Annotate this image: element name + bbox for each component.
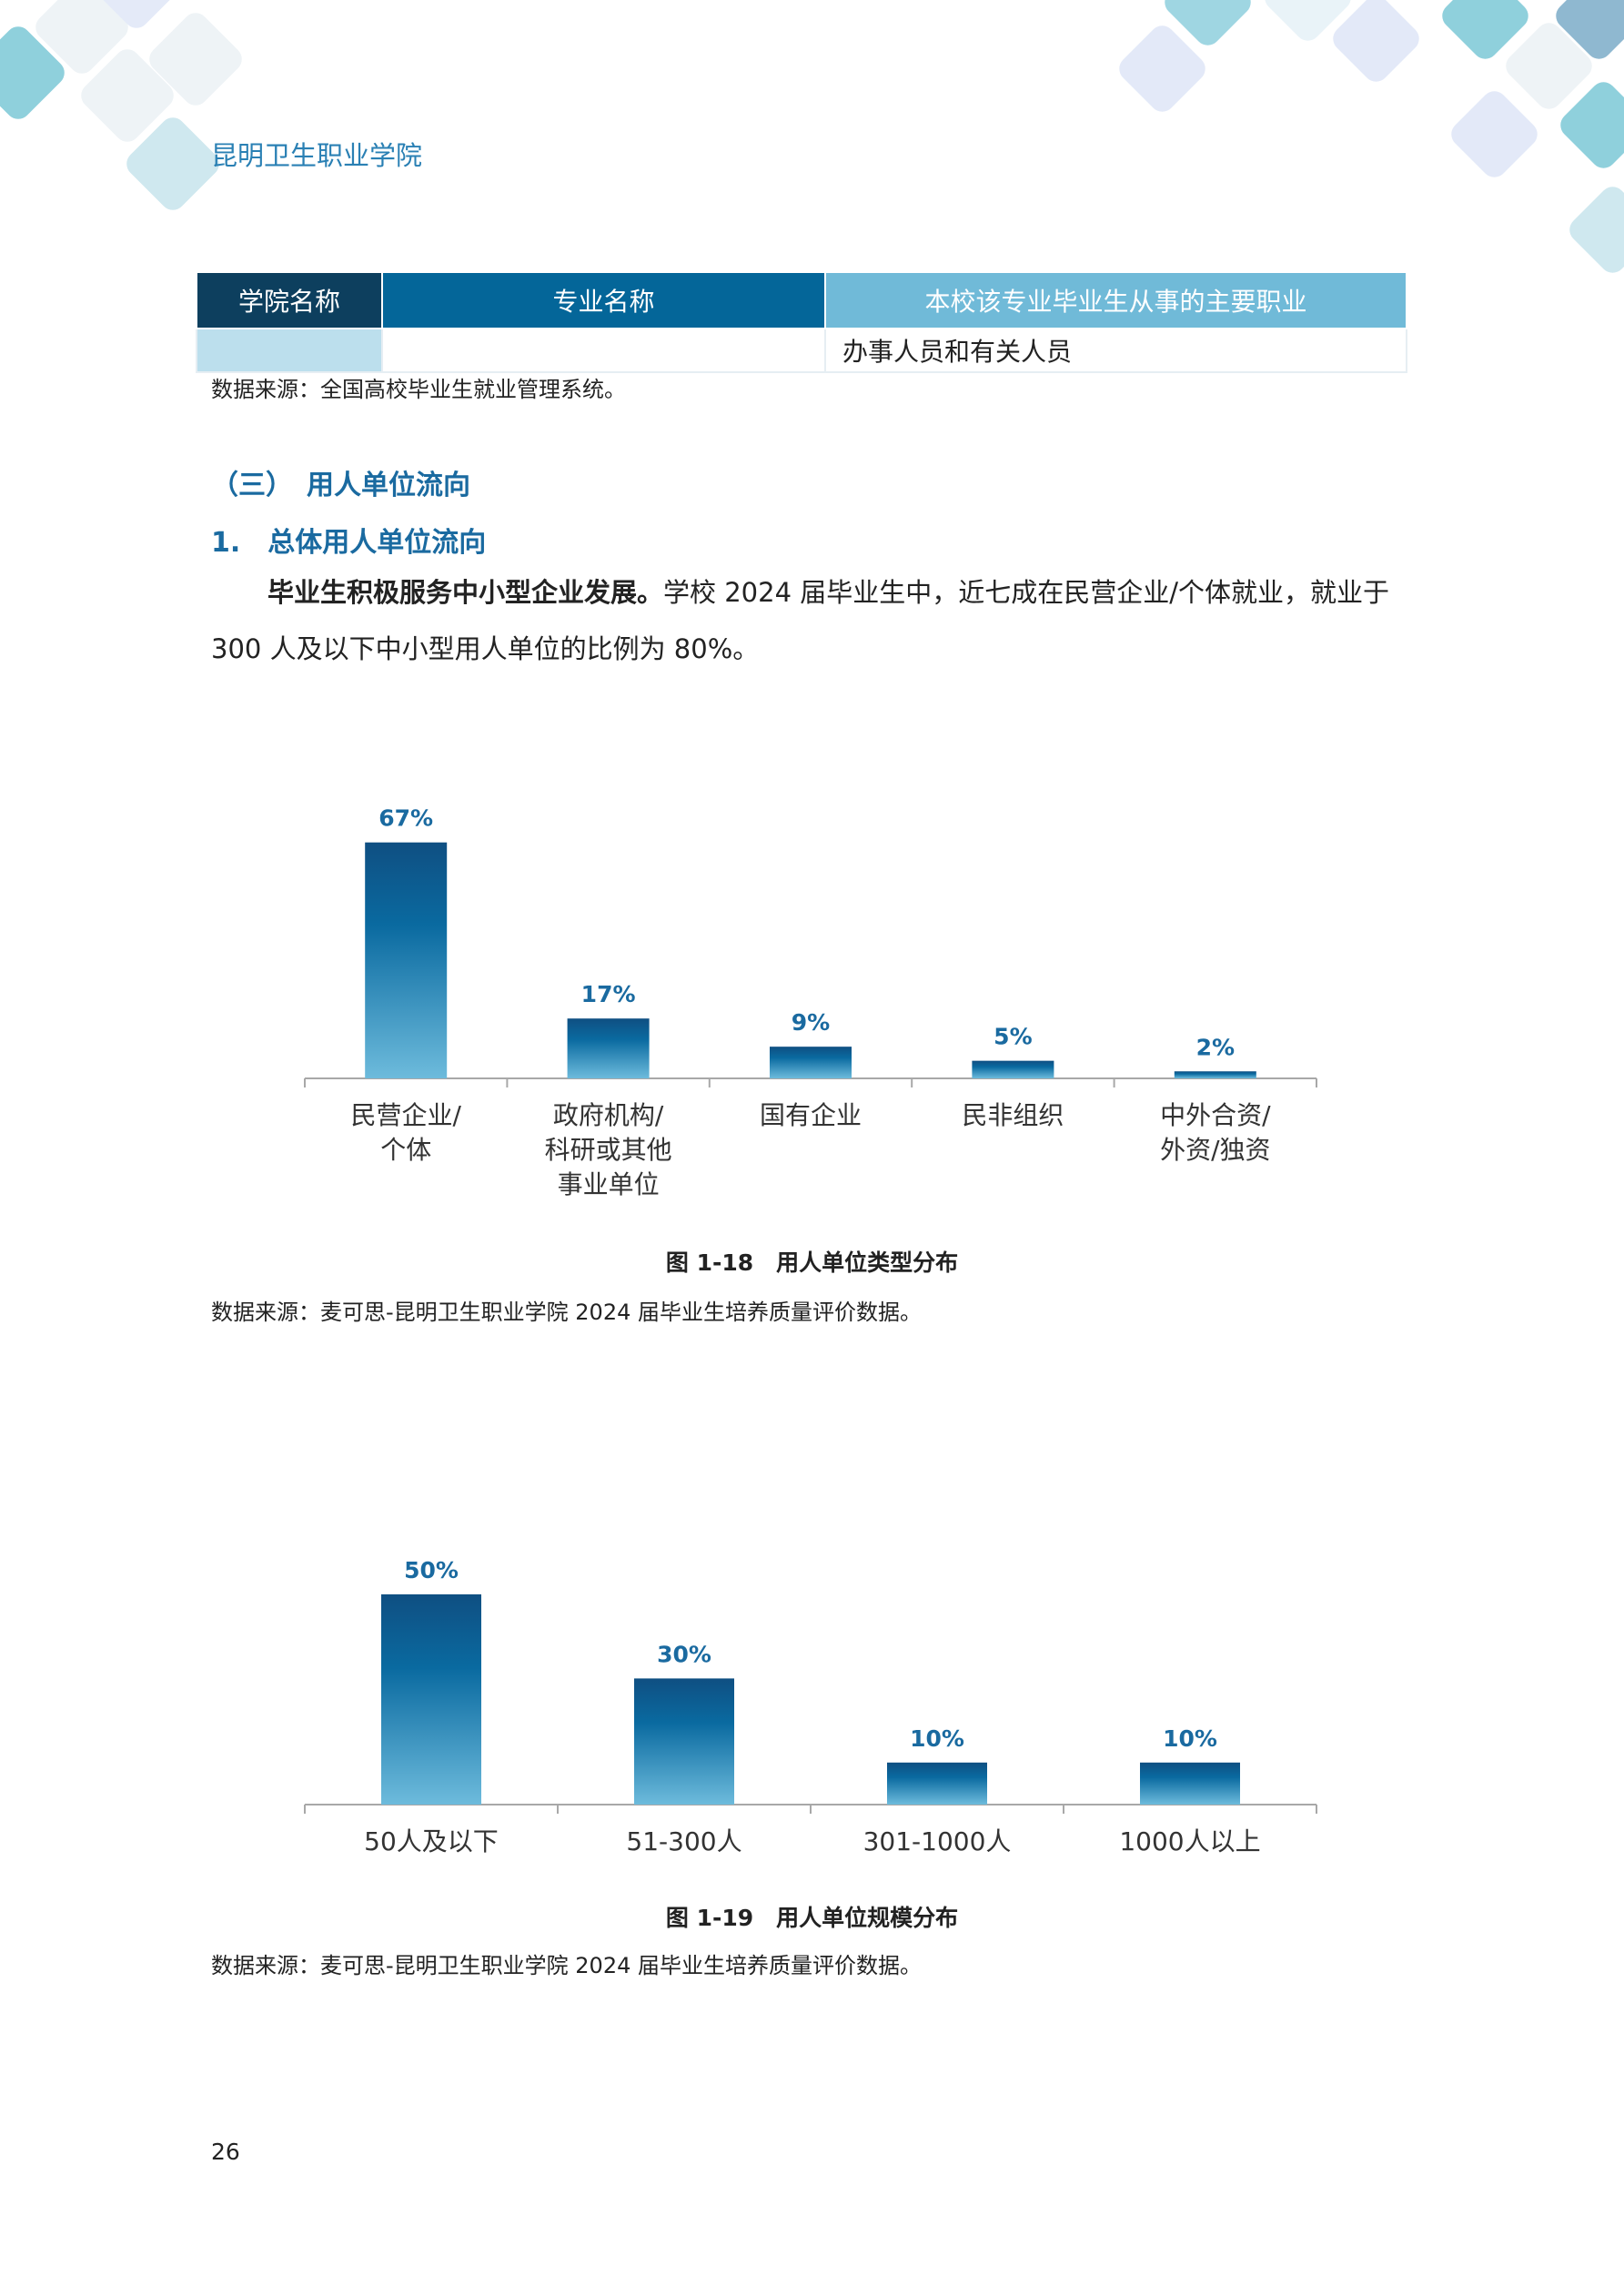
occupation-table: 学院名称 专业名称 本校该专业毕业生从事的主要职业 办事人员和有关人员 (196, 271, 1407, 373)
bar (887, 1762, 987, 1805)
bar (381, 1594, 481, 1805)
bar (567, 1018, 650, 1078)
data-label: 5% (994, 1024, 1032, 1050)
data-label: 30% (657, 1641, 711, 1667)
section-heading: （三） 用人单位流向 (211, 470, 470, 501)
category-label: 个体 (380, 1135, 431, 1165)
category-label: 外资/独资 (1160, 1135, 1270, 1165)
body-paragraph: 毕业生积极服务中小型企业发展。学校 2024 届毕业生中，近七成在民营企业/个体… (211, 564, 1412, 677)
data-label: 17% (581, 981, 636, 1007)
school-name-header: 昆明卫生职业学院 (211, 140, 423, 171)
chart-1-caption: 图 1-18 用人单位类型分布 (665, 1249, 959, 1276)
table-header-row: 学院名称 专业名称 本校该专业毕业生从事的主要职业 (196, 271, 1407, 329)
category-label: 中外合资/ (1160, 1100, 1271, 1130)
category-label: 国有企业 (760, 1100, 862, 1130)
category-label: 政府机构/ (553, 1100, 664, 1130)
table-cell-college (196, 328, 383, 373)
chart-1-source: 数据来源：麦可思-昆明卫生职业学院 2024 届毕业生培养质量评价数据。 (211, 1300, 922, 1325)
category-label: 民营企业/ (350, 1100, 461, 1130)
data-label: 67% (378, 805, 433, 832)
category-label: 民非组织 (962, 1100, 1064, 1130)
subsection-heading: 1. 总体用人单位流向 (211, 527, 487, 559)
paragraph-lead: 毕业生积极服务中小型企业发展。 (267, 577, 664, 608)
table-cell-major (381, 328, 826, 373)
bar (365, 842, 448, 1078)
column-header-college: 学院名称 (196, 271, 383, 329)
column-header-occupation: 本校该专业毕业生从事的主要职业 (824, 271, 1407, 329)
data-label: 10% (1163, 1725, 1217, 1752)
chart-2-caption: 图 1-19 用人单位规模分布 (665, 1905, 959, 1931)
data-label: 9% (792, 1009, 830, 1036)
data-label: 50% (404, 1557, 459, 1583)
data-label: 10% (910, 1725, 964, 1752)
bar (634, 1678, 734, 1805)
paragraph-text: 学校 2024 届毕业生中，近七成在民营企业/个体就业，就业于 300 人及以下… (211, 577, 1390, 664)
table-cell-occupation: 办事人员和有关人员 (824, 328, 1407, 373)
category-label: 50人及以下 (364, 1826, 499, 1856)
bar (972, 1060, 1054, 1078)
column-header-major: 专业名称 (381, 271, 826, 329)
bar (1174, 1071, 1256, 1078)
bar (770, 1047, 852, 1078)
data-label: 2% (1196, 1034, 1235, 1060)
bar (1140, 1762, 1240, 1805)
employer-size-chart: 50% 50人及以下 30% 51-300人 10% 301-1000人 10% 1000人以… (304, 1557, 1317, 1856)
chart-2-source: 数据来源：麦可思-昆明卫生职业学院 2024 届毕业生培养质量评价数据。 (211, 1953, 922, 1978)
table-row: 办事人员和有关人员 (196, 328, 1407, 373)
category-label: 1000人以上 (1119, 1826, 1260, 1856)
category-label: 51-300人 (626, 1826, 741, 1856)
table-source-note: 数据来源：全国高校毕业生就业管理系统。 (211, 377, 626, 402)
page-number: 26 (211, 2139, 240, 2165)
category-label: 301-1000人 (863, 1826, 1012, 1856)
category-label: 事业单位 (558, 1169, 660, 1199)
category-label: 科研或其他 (545, 1135, 672, 1165)
